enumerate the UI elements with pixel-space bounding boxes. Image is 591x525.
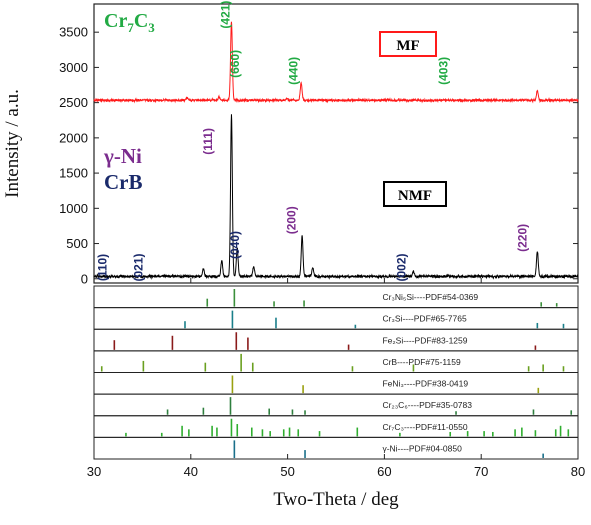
sample-box-nmf xyxy=(383,181,447,207)
reference-panel-5: FeNi₃----PDF#38-0419 xyxy=(93,372,579,395)
reference-label: Cr₃Si----PDF#65-7765 xyxy=(382,314,467,324)
reference-label: Cr₂₃C₆----PDF#35-0783 xyxy=(382,400,472,410)
reference-label: γ-Ni----PDF#04-0850 xyxy=(382,443,462,453)
reference-panel-frame xyxy=(93,415,579,438)
reference-panel-8: γ-Ni----PDF#04-0850 xyxy=(93,436,579,460)
reference-panel-frame xyxy=(93,436,579,460)
phase-label-crb: CrB xyxy=(104,170,143,194)
phase-label-cr7c3: Cr7C3 xyxy=(104,10,155,35)
phase-label-gamma-ni: γ-Ni xyxy=(103,144,142,168)
y-tick-label: 2500 xyxy=(59,95,88,110)
peak-label: (110) xyxy=(96,254,110,281)
x-tick-label: 40 xyxy=(184,464,198,479)
y-tick-label: 0 xyxy=(81,271,88,286)
reference-panel-frame xyxy=(93,350,579,373)
x-axis-title: Two-Theta / deg xyxy=(273,489,399,510)
peak-label: (002) xyxy=(395,253,409,281)
reference-panel-4: CrB----PDF#75-1159 xyxy=(93,350,579,373)
series-line-nmf xyxy=(93,114,579,280)
sample-box-mf xyxy=(379,31,437,57)
y-tick-label: 500 xyxy=(66,236,88,251)
reference-panel-2: Cr₃Si----PDF#65-7765 xyxy=(93,307,579,330)
peak-label: (403) xyxy=(436,57,450,85)
peak-label: (021) xyxy=(131,253,145,281)
x-tick-label: 60 xyxy=(377,464,391,479)
y-tick-label: 2000 xyxy=(59,130,88,145)
reference-panel-7: Cr₇C₃----PDF#11-0550 xyxy=(93,415,579,438)
reference-label: Fe₂Si----PDF#83-1259 xyxy=(382,335,467,345)
x-tick-label: 30 xyxy=(87,464,101,479)
reference-label: Cr₃Ni₅Si----PDF#54-0369 xyxy=(382,292,478,302)
reference-label: FeNi₃----PDF#38-0419 xyxy=(382,379,468,389)
y-axis-title: Intensity / a.u. xyxy=(2,89,23,198)
sample-label-nmf: NMF xyxy=(398,188,432,204)
peak-label: (660) xyxy=(228,50,242,78)
x-tick-label: 70 xyxy=(474,464,488,479)
reference-panel-3: Fe₂Si----PDF#83-1259 xyxy=(93,328,579,352)
reference-label: CrB----PDF#75-1159 xyxy=(382,357,461,367)
x-tick-label: 80 xyxy=(571,464,585,479)
peak-label: (421) xyxy=(219,1,233,29)
peak-label: (040) xyxy=(228,231,242,259)
y-tick-label: 3500 xyxy=(59,25,88,40)
reference-label: Cr₇C₃----PDF#11-0550 xyxy=(382,422,467,432)
series-line-mf xyxy=(93,21,579,104)
y-tick-label: 1000 xyxy=(59,201,88,216)
main-plot-frame xyxy=(93,3,579,284)
reference-panel-frame xyxy=(93,328,579,352)
reference-panel-frame xyxy=(93,285,579,309)
reference-panel-6: Cr₂₃C₆----PDF#35-0783 xyxy=(93,393,579,417)
y-tick-label: 3000 xyxy=(59,60,88,75)
sample-label-mf: MF xyxy=(396,38,419,54)
y-tick-label: 1500 xyxy=(59,166,88,181)
reference-panel-frame xyxy=(93,307,579,330)
peak-label: (111) xyxy=(201,128,215,155)
peak-label: (200) xyxy=(284,206,298,234)
reference-panel-frame xyxy=(93,393,579,417)
peak-label: (220) xyxy=(516,224,530,252)
peak-label: (440) xyxy=(286,57,300,85)
reference-panel-1: Cr₃Ni₅Si----PDF#54-0369 xyxy=(93,285,579,309)
x-tick-label: 50 xyxy=(280,464,294,479)
reference-panel-frame xyxy=(93,372,579,395)
